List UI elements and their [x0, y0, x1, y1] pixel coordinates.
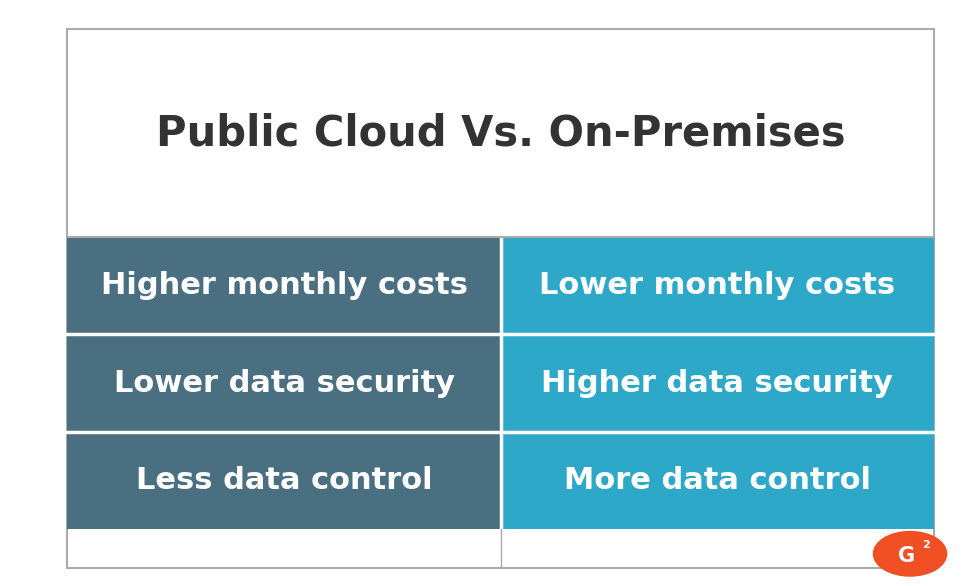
Text: Lower monthly costs: Lower monthly costs: [539, 271, 896, 301]
Text: G: G: [898, 546, 915, 565]
Text: More data control: More data control: [564, 466, 871, 495]
Text: Public Cloud Vs. On-Premises: Public Cloud Vs. On-Premises: [156, 113, 846, 154]
Circle shape: [873, 532, 947, 576]
Text: Higher monthly costs: Higher monthly costs: [100, 271, 468, 301]
FancyBboxPatch shape: [501, 431, 934, 529]
FancyBboxPatch shape: [67, 431, 501, 529]
Text: Higher data security: Higher data security: [541, 369, 894, 397]
FancyBboxPatch shape: [501, 237, 934, 335]
FancyBboxPatch shape: [501, 335, 934, 431]
FancyBboxPatch shape: [67, 29, 934, 568]
FancyBboxPatch shape: [67, 335, 501, 431]
Text: 2: 2: [923, 540, 930, 550]
FancyBboxPatch shape: [67, 237, 501, 335]
Text: Lower data security: Lower data security: [114, 369, 455, 397]
Text: Less data control: Less data control: [136, 466, 432, 495]
